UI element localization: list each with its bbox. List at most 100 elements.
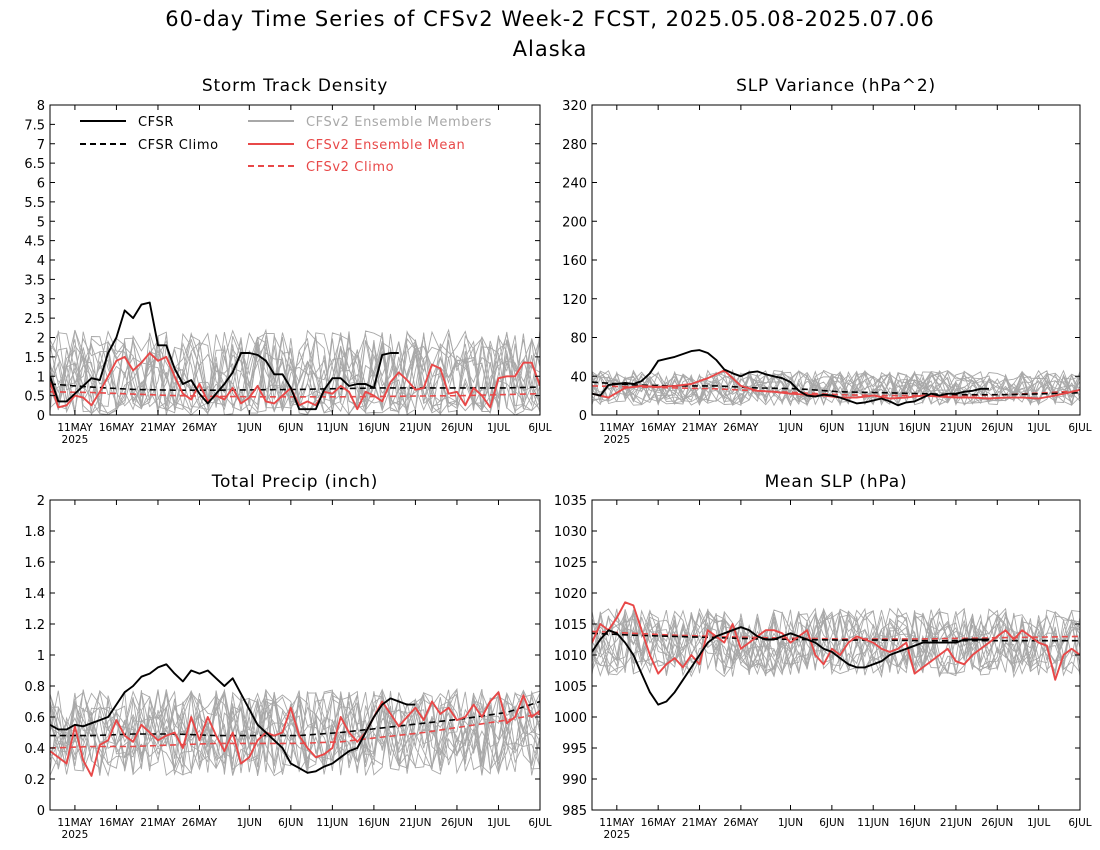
y-tick-label: 6.5 <box>24 157 45 172</box>
series-cfsv2-climo <box>50 713 540 749</box>
x-tick-label: 26JUN <box>441 817 473 829</box>
x-tick-label: 26MAY <box>182 817 218 829</box>
x-tick-label: 11JUN <box>857 817 889 829</box>
y-tick-label: 6 <box>37 177 45 192</box>
y-tick-label: 240 <box>562 177 587 192</box>
y-tick-label: 280 <box>562 138 587 153</box>
series-cfsr-climo <box>50 700 540 737</box>
x-tick-label: 6JUN <box>819 817 844 829</box>
figure-title-line1: 60-day Time Series of CFSv2 Week-2 FCST,… <box>165 7 935 31</box>
y-tick-label: 5 <box>37 215 45 230</box>
x-tick-label: 1JUN <box>237 817 262 829</box>
chart-panel-1: Storm Track Density 0 0.5 1 1.5 2 2.5 3 3.5 4 4.5 5… <box>24 76 551 446</box>
y-tick-label: 7 <box>37 138 45 153</box>
y-tick-label: 990 <box>562 773 587 788</box>
figure-title: 60-day Time Series of CFSv2 Week-2 FCST,… <box>0 4 1100 64</box>
y-tick-label: 0.4 <box>24 742 45 757</box>
chart-panel-3: Total Precip (inch) 0 0.2 0.4 0.6 0.8 1 1.2 1.4 1… <box>24 472 551 841</box>
y-tick-label: 0.6 <box>24 711 45 726</box>
x-tick-label: 26JUN <box>981 817 1013 829</box>
y-tick-label: 1025 <box>554 556 587 571</box>
x-year-label: 2025 <box>62 434 89 446</box>
y-tick-label: 0 <box>37 804 45 819</box>
legend-label-cfsr: CFSR <box>138 115 174 130</box>
series-cfsr <box>592 626 989 706</box>
y-tick-label: 2.5 <box>24 312 45 327</box>
y-tick-label: 7.5 <box>24 118 45 133</box>
y-tick-label: 5.5 <box>24 196 45 211</box>
x-tick-label: 21JUN <box>399 817 431 829</box>
y-tick-label: 1.2 <box>24 618 45 633</box>
x-tick-label: 26MAY <box>723 422 759 434</box>
y-tick-label: 200 <box>562 215 587 230</box>
x-tick-label: 21MAY <box>682 422 718 434</box>
plot-area <box>592 349 1080 407</box>
plot-frame <box>591 104 1081 416</box>
series-cfsv2-climo <box>50 391 540 398</box>
x-tick-label: 6JUL <box>528 817 551 829</box>
y-tick-label: 1030 <box>554 525 587 540</box>
panel-title: Storm Track Density <box>202 76 388 96</box>
ensemble-member-line <box>592 369 1080 406</box>
ensemble-member-line <box>592 371 1080 407</box>
x-tick-label: 11MAY <box>57 422 93 434</box>
chart-panel-2: SLP Variance (hPa^2) 0 40 80 120 160 200 240 280… <box>562 76 1092 446</box>
legend: CFSR CFSR Climo CFSv2 Ensemble Members CFSv… <box>80 115 491 175</box>
ensemble-member-line <box>592 610 1080 677</box>
x-tick-label: 6JUN <box>278 817 303 829</box>
x-tick-label: 26JUN <box>441 422 473 434</box>
y-tick-label: 0.5 <box>24 390 45 405</box>
x-tick-label: 21MAY <box>682 817 718 829</box>
ensemble-member-line <box>50 688 540 777</box>
y-tick-label: 0.2 <box>24 773 45 788</box>
y-tick-label: 8 <box>37 99 45 114</box>
y-tick-label: 80 <box>570 332 587 347</box>
x-tick-label: 16MAY <box>641 422 677 434</box>
ensemble-member-line <box>50 690 540 776</box>
x-tick-label: 16MAY <box>641 817 677 829</box>
x-tick-label: 16JUN <box>899 422 931 434</box>
ensemble-member-line <box>592 607 1080 678</box>
y-tick-label: 1005 <box>554 680 587 695</box>
figure-title-line2: Alaska <box>512 37 588 61</box>
ensemble-member-line <box>50 687 540 777</box>
y-tick-label: 1 <box>37 649 45 664</box>
series-cfsv2-ensemble-mean <box>592 601 1080 681</box>
y-tick-label: 160 <box>562 254 587 269</box>
y-tick-label: 2 <box>37 494 45 509</box>
x-tick-label: 11MAY <box>599 817 635 829</box>
x-tick-label: 6JUL <box>528 422 551 434</box>
series-cfsr-climo <box>50 383 540 392</box>
x-tick-label: 21MAY <box>140 422 176 434</box>
x-tick-label: 6JUL <box>1068 422 1091 434</box>
y-tick-label: 0.8 <box>24 680 45 695</box>
x-tick-label: 11JUN <box>316 817 348 829</box>
series-cfsr <box>50 663 416 774</box>
y-tick-label: 985 <box>562 804 587 819</box>
x-tick-label: 11JUN <box>857 422 889 434</box>
y-tick-label: 4.5 <box>24 235 45 250</box>
x-tick-label: 21JUN <box>399 422 431 434</box>
series-cfsr <box>592 349 989 407</box>
y-tick-label: 1000 <box>554 711 587 726</box>
x-tick-label: 11JUN <box>316 422 348 434</box>
x-tick-label: 21MAY <box>140 817 176 829</box>
x-tick-label: 16MAY <box>99 422 135 434</box>
x-tick-label: 16JUN <box>899 817 931 829</box>
ensemble-member-line <box>592 370 1080 406</box>
x-tick-label: 1JUL <box>1027 422 1050 434</box>
series-cfsv2-climo <box>592 630 1080 640</box>
ensemble-member-line <box>50 689 540 776</box>
ensemble-member-line <box>50 689 540 775</box>
x-tick-label: 1JUL <box>1027 817 1050 829</box>
series-cfsr-climo <box>592 632 1080 642</box>
ensemble-member-line <box>592 369 1080 407</box>
y-tick-label: 1 <box>37 370 45 385</box>
y-tick-label: 320 <box>562 99 587 114</box>
x-tick-label: 1JUN <box>237 422 262 434</box>
y-tick-label: 1.4 <box>24 587 45 602</box>
ensemble-member-line <box>50 690 540 775</box>
y-tick-label: 0 <box>579 409 587 424</box>
x-tick-label: 1JUN <box>778 422 803 434</box>
